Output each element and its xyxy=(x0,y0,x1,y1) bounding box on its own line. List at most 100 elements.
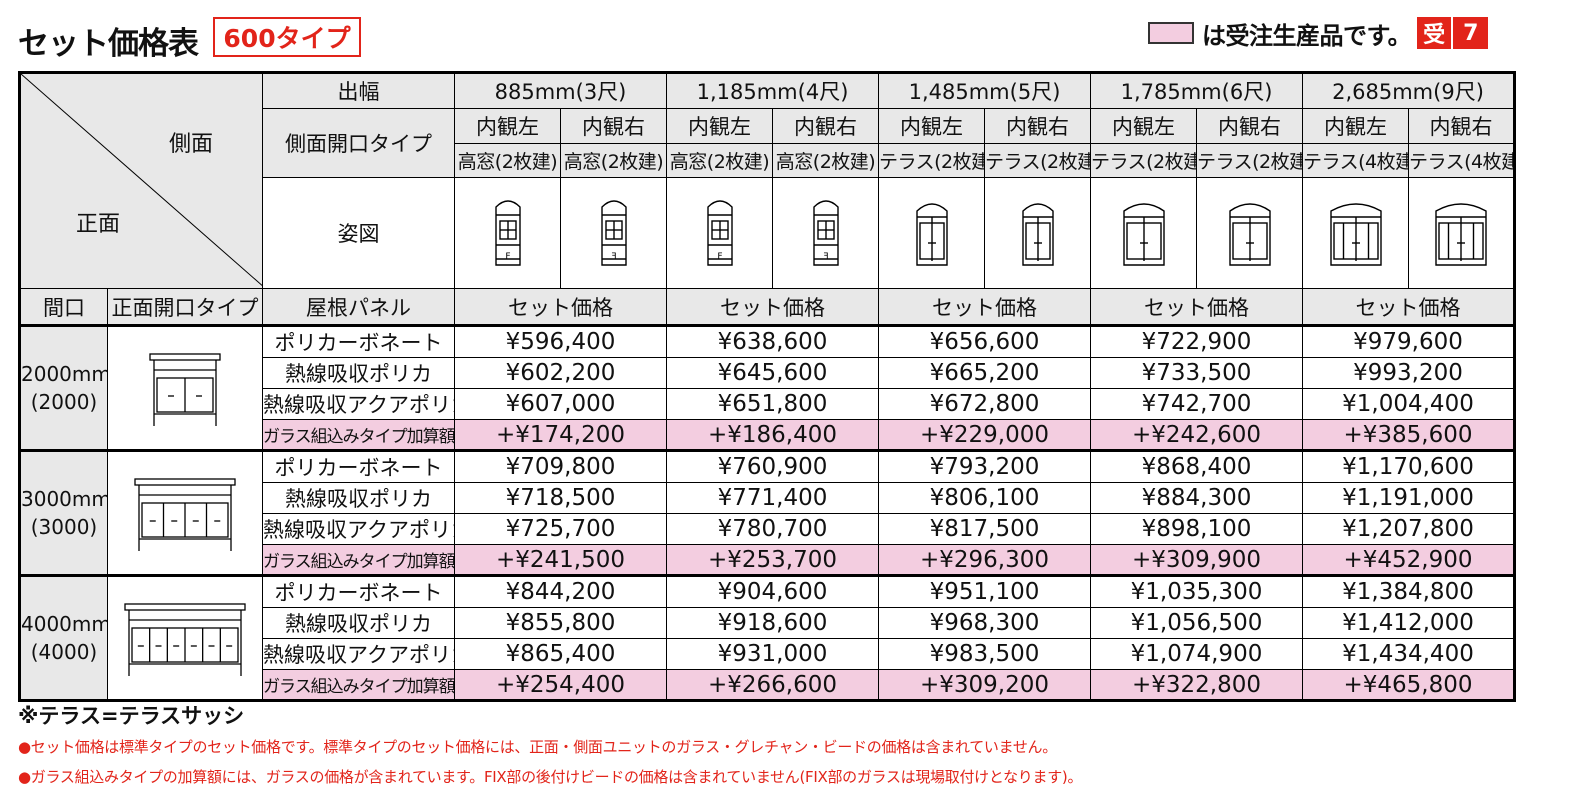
frontage-size: 3000mm xyxy=(21,487,108,511)
note-glass: ●ガラス組込みタイプの加算額には、ガラスの価格が含まれています。FIX部の後付け… xyxy=(18,768,1083,786)
roof-panel-label: ガラス組込みタイプ加算額 xyxy=(262,669,455,701)
side-figure-3: F xyxy=(772,177,879,289)
price-cell: ¥709,800 xyxy=(454,449,667,483)
side-figure-8 xyxy=(1302,177,1409,289)
side-label: 側面 xyxy=(169,132,214,157)
frontage-size-sub: (4000) xyxy=(30,640,98,664)
price-cell: ¥884,300 xyxy=(1090,482,1303,514)
price-cell: ¥918,600 xyxy=(666,607,879,639)
side-view-3: 内観右 xyxy=(772,108,879,144)
roof-panel-label: 熱線吸収ポリカ xyxy=(262,607,455,639)
diagonal-header: 側面 正面 xyxy=(19,72,263,289)
table-row: 2000mm (2000) ポリカーボネート ¥596,400 ¥638,600 ¥656… xyxy=(19,324,1515,451)
price-cell: ¥931,000 xyxy=(666,638,879,670)
price-cell: ¥968,300 xyxy=(878,607,1091,639)
front-open-header: 正面開口タイプ xyxy=(107,288,263,326)
price-cell: ¥672,800 xyxy=(878,388,1091,420)
type-badge: 600タイプ xyxy=(213,17,361,57)
set-price-header: セット価格 xyxy=(454,288,667,326)
order-mark-label: 受 xyxy=(1423,23,1446,48)
side-view-2: 内観左 xyxy=(666,108,773,144)
front-figure xyxy=(107,574,263,701)
front-figure xyxy=(107,324,263,451)
fix-mark: F xyxy=(717,252,722,262)
price-cell: +¥242,600 xyxy=(1090,419,1303,451)
price-cell: ¥771,400 xyxy=(666,482,879,514)
price-cell: ¥1,412,000 xyxy=(1302,607,1515,639)
price-cell: +¥254,400 xyxy=(454,669,667,701)
table-row: 熱線吸収アクアポリカ ¥725,700 ¥780,700 ¥817,500 ¥898,1… xyxy=(20,513,1515,545)
price-cell: ¥1,207,800 xyxy=(1302,513,1515,545)
price-cell: ¥1,434,400 xyxy=(1302,638,1515,670)
frontage-cell: 4000mm (4000) xyxy=(19,574,108,701)
fix-mark: F xyxy=(505,252,510,262)
price-cell: ¥898,100 xyxy=(1090,513,1303,545)
price-cell: ¥645,600 xyxy=(666,357,879,389)
price-cell: ¥1,191,000 xyxy=(1302,482,1515,514)
fix-mark: F xyxy=(823,252,828,262)
legend-swatch xyxy=(1148,22,1194,44)
side-figure-2: F xyxy=(666,177,773,289)
price-cell: ¥651,800 xyxy=(666,388,879,420)
side-open-type-3: 高窓(2枚建) xyxy=(772,143,879,178)
roof-panel-label: ガラス組込みタイプ加算額 xyxy=(262,419,455,451)
side-open-type-7: テラス(2枚建) xyxy=(1196,143,1303,178)
side-open-type-0: 高窓(2枚建) xyxy=(454,143,561,178)
price-cell: +¥253,700 xyxy=(666,544,879,576)
price-cell: ¥1,170,600 xyxy=(1302,449,1515,483)
roof-panel-label: ポリカーボネート xyxy=(262,449,455,483)
price-cell: +¥385,600 xyxy=(1302,419,1515,451)
frontage-size-sub: (2000) xyxy=(30,390,98,414)
front-figure xyxy=(107,449,263,576)
roof-panel-label: 熱線吸収アクアポリカ xyxy=(262,388,455,420)
roof-panel-label: 熱線吸収ポリカ xyxy=(262,482,455,514)
width-1785: 1,785mm(6尺) xyxy=(1090,72,1303,109)
set-price-header: セット価格 xyxy=(1302,288,1515,326)
notes: ※テラス=テラスサッシ ●セット価格は標準タイプのセット価格です。標準タイプのセ… xyxy=(18,700,1082,796)
side-open-type-2: 高窓(2枚建) xyxy=(666,143,773,178)
price-cell: +¥174,200 xyxy=(454,419,667,451)
price-cell: ¥718,500 xyxy=(454,482,667,514)
price-cell: ¥638,600 xyxy=(666,324,879,358)
note-terrace: ※テラス=テラスサッシ xyxy=(18,704,245,728)
side-view-4: 内観左 xyxy=(878,108,985,144)
price-cell: +¥452,900 xyxy=(1302,544,1515,576)
side-figure-0: F xyxy=(454,177,561,289)
price-cell: ¥602,200 xyxy=(454,357,667,389)
price-cell: ¥780,700 xyxy=(666,513,879,545)
price-cell: ¥725,700 xyxy=(454,513,667,545)
price-cell: ¥983,500 xyxy=(878,638,1091,670)
side-figure-7 xyxy=(1196,177,1303,289)
price-cell: +¥309,200 xyxy=(878,669,1091,701)
frontage-size: 2000mm xyxy=(21,362,108,386)
side-view-9: 内観右 xyxy=(1408,108,1515,144)
table-row: ガラス組込みタイプ加算額 +¥174,200 +¥186,400 +¥229,000 +… xyxy=(20,419,1515,451)
frontage-cell: 2000mm (2000) xyxy=(19,324,108,451)
side-view-1: 内観右 xyxy=(560,108,667,144)
price-cell: ¥665,200 xyxy=(878,357,1091,389)
price-cell: +¥241,500 xyxy=(454,544,667,576)
price-cell: ¥844,200 xyxy=(454,574,667,608)
price-cell: ¥1,035,300 xyxy=(1090,574,1303,608)
price-cell: ¥1,056,500 xyxy=(1090,607,1303,639)
roof-panel-label: ポリカーボネート xyxy=(262,324,455,358)
side-view-8: 内観左 xyxy=(1302,108,1409,144)
price-cell: +¥296,300 xyxy=(878,544,1091,576)
note-set-price: ●セット価格は標準タイプのセット価格です。標準タイプのセット価格には、正面・側面… xyxy=(18,738,1057,756)
side-open-type-8: テラス(4枚建) xyxy=(1302,143,1409,178)
price-cell: +¥266,600 xyxy=(666,669,879,701)
price-cell: ¥656,600 xyxy=(878,324,1091,358)
frontage-size: 4000mm xyxy=(21,612,108,636)
roof-panel-header: 屋根パネル xyxy=(262,288,455,326)
price-cell: +¥322,800 xyxy=(1090,669,1303,701)
width-1185: 1,185mm(4尺) xyxy=(666,72,879,109)
order-mark-number: 7 xyxy=(1451,17,1488,49)
price-cell: ¥951,100 xyxy=(878,574,1091,608)
table-row: ガラス組込みタイプ加算額 +¥241,500 +¥253,700 +¥296,300 +… xyxy=(20,544,1515,576)
side-figure-4 xyxy=(878,177,985,289)
price-cell: ¥1,074,900 xyxy=(1090,638,1303,670)
width-header: 出幅 xyxy=(262,72,455,109)
side-figure-9 xyxy=(1408,177,1515,289)
price-cell: +¥186,400 xyxy=(666,419,879,451)
set-price-header: セット価格 xyxy=(1090,288,1303,326)
